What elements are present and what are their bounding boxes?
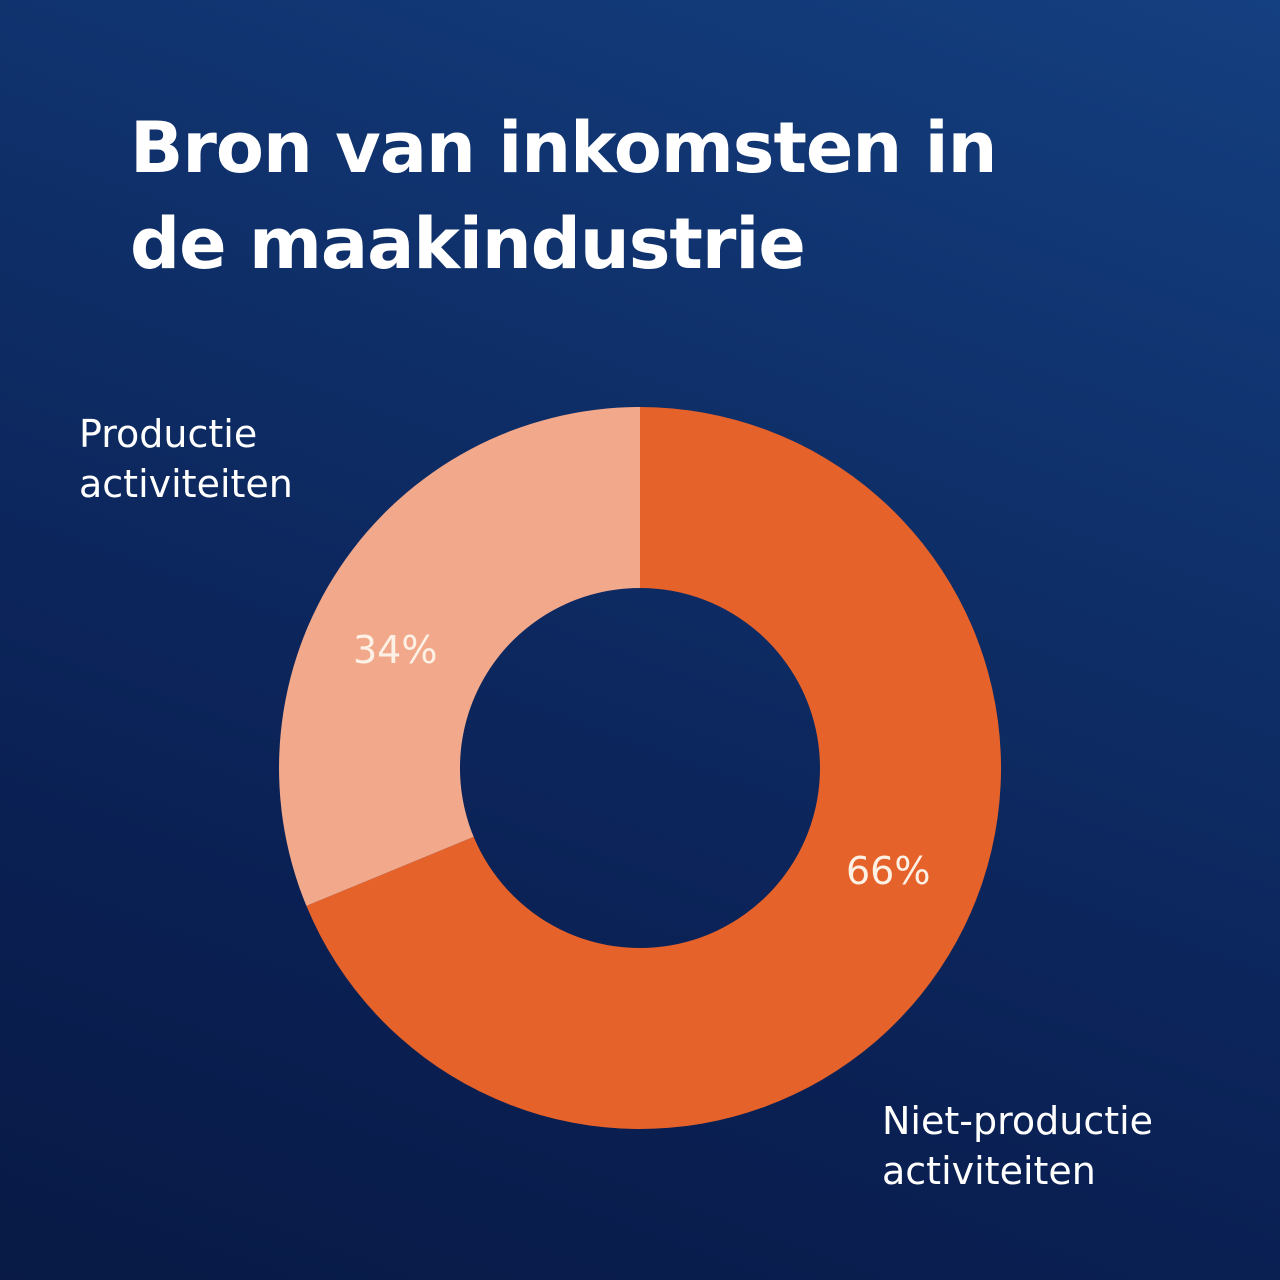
- label-line: Productie: [79, 412, 258, 456]
- label-line: Niet-productie: [882, 1099, 1154, 1143]
- title-line-1: Bron van inkomsten in: [130, 107, 997, 189]
- label-line: activiteiten: [79, 462, 293, 506]
- category-label-productie: Productie activiteiten: [79, 409, 293, 509]
- value-label-productie: 34%: [353, 628, 437, 672]
- segment-niet-productie: [306, 407, 1002, 1129]
- value-label-niet-productie: 66%: [846, 849, 930, 893]
- chart-title: Bron van inkomsten in de maakindustrie: [130, 100, 1030, 292]
- label-line: activiteiten: [882, 1149, 1096, 1193]
- title-line-2: de maakindustrie: [130, 203, 806, 285]
- segment-productie: [279, 407, 640, 906]
- category-label-niet-productie: Niet-productie activiteiten: [882, 1096, 1153, 1196]
